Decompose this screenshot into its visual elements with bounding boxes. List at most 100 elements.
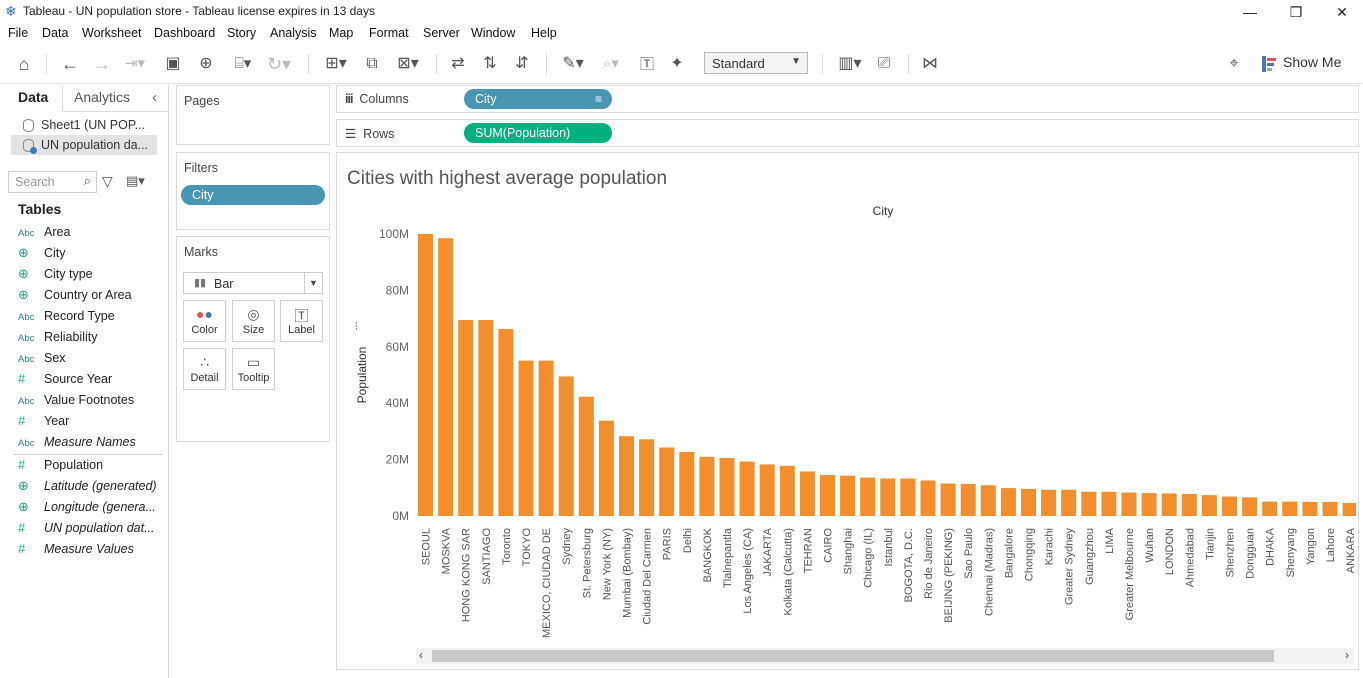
- collapse-pane-icon[interactable]: ‹: [152, 89, 157, 106]
- menu-story[interactable]: Story: [227, 26, 257, 40]
- rows-pill-sum-population[interactable]: SUM(Population): [464, 123, 612, 143]
- columns-label: iii Columns: [345, 92, 409, 106]
- field-item[interactable]: ⊕ Latitude (generated): [18, 476, 168, 496]
- menu-map[interactable]: Map: [329, 26, 354, 40]
- minimize-button[interactable]: —: [1243, 4, 1257, 20]
- field-item[interactable]: # Year: [18, 411, 168, 431]
- show-cards-icon[interactable]: ▥▾: [838, 55, 862, 72]
- rows-shelf[interactable]: ☰ Rows SUM(Population): [336, 119, 1359, 147]
- pin-icon[interactable]: ✦: [670, 55, 684, 72]
- sort-ascending-icon[interactable]: ⇅: [483, 55, 497, 72]
- view-options-icon[interactable]: ▤▾: [126, 173, 145, 188]
- bar: [1061, 489, 1077, 516]
- tab-analytics[interactable]: Analytics: [74, 89, 131, 105]
- datasource-un-population[interactable]: UN population da...: [11, 135, 157, 155]
- field-item[interactable]: # Population: [18, 455, 168, 475]
- bar: [679, 451, 695, 516]
- filters-card[interactable]: Filters City: [176, 152, 330, 230]
- x-tick-label: MOSKVA: [441, 527, 453, 574]
- chevron-down-icon: ▼: [304, 273, 322, 293]
- columns-pill-city[interactable]: City ≡: [464, 89, 612, 109]
- color-button[interactable]: ●● Color: [183, 300, 226, 342]
- datasource-sheet1[interactable]: Sheet1 (UN POP...: [11, 115, 157, 135]
- close-button[interactable]: ✕: [1336, 4, 1348, 20]
- scroll-right-icon[interactable]: ›: [1345, 648, 1349, 662]
- new-datasource-icon[interactable]: ⊕: [199, 55, 213, 72]
- detail-button[interactable]: ∴ Detail: [183, 348, 226, 390]
- new-worksheet-icon[interactable]: ⊞▾: [325, 55, 347, 72]
- menu-server[interactable]: Server: [423, 26, 460, 40]
- color-button-label: Color: [191, 324, 218, 336]
- pages-card[interactable]: Pages: [176, 85, 330, 145]
- duplicate-sheet-icon[interactable]: ⧉: [366, 55, 378, 72]
- refresh-icon[interactable]: ↻▾: [266, 54, 292, 74]
- size-button-label: Size: [242, 324, 265, 336]
- viz-title: Cities with highest average population: [347, 168, 668, 189]
- share-icon[interactable]: ⋈: [922, 55, 938, 72]
- restore-button[interactable]: ❐: [1289, 4, 1303, 20]
- sort-descending-icon[interactable]: ⇵: [515, 55, 529, 72]
- horizontal-scrollbar[interactable]: ‹ ›: [416, 648, 1354, 664]
- menu-data[interactable]: Data: [42, 26, 69, 40]
- group-members-icon[interactable]: ⌕▾: [603, 55, 619, 72]
- search-icon: ⌕: [83, 173, 91, 188]
- replay-icon[interactable]: ⇥▾: [124, 55, 146, 72]
- tooltip-button[interactable]: ▭ Tooltip: [232, 348, 275, 390]
- field-item[interactable]: # Source Year: [18, 369, 168, 389]
- highlight-icon[interactable]: ✎▾: [562, 55, 584, 72]
- menu-window[interactable]: Window: [471, 26, 516, 40]
- label-button[interactable]: 🅃 Label: [280, 300, 323, 342]
- field-item[interactable]: Abc Value Footnotes: [18, 390, 168, 410]
- color-icon: ●●: [196, 306, 213, 322]
- home-icon[interactable]: ⌂: [18, 54, 30, 74]
- menu-help[interactable]: Help: [531, 26, 557, 40]
- bar: [498, 329, 514, 516]
- field-item[interactable]: Abc Sex: [18, 348, 168, 368]
- size-button[interactable]: ◎ Size: [232, 300, 275, 342]
- presentation-mode-icon[interactable]: ⎚: [877, 55, 891, 72]
- swap-icon[interactable]: ⇄: [451, 55, 465, 72]
- scrollbar-thumb[interactable]: [432, 650, 1274, 662]
- columns-shelf[interactable]: iii Columns City ≡: [336, 85, 1359, 113]
- field-item[interactable]: # Measure Values: [18, 539, 168, 559]
- clear-sheet-icon[interactable]: ⊠▾: [397, 55, 419, 72]
- field-item[interactable]: ⊕ Country or Area: [18, 285, 168, 305]
- field-item[interactable]: Abc Reliability: [18, 327, 168, 347]
- filter-pill-city[interactable]: City: [181, 185, 325, 205]
- show-labels-icon[interactable]: 🅃: [640, 56, 654, 72]
- filter-icon[interactable]: ▽: [102, 173, 113, 189]
- field-item[interactable]: Abc Area: [18, 222, 168, 242]
- field-item[interactable]: Abc Measure Names: [18, 432, 168, 452]
- x-tick-label: Karachi: [1044, 528, 1056, 565]
- menu-analysis[interactable]: Analysis: [270, 26, 317, 40]
- redo-icon[interactable]: →: [93, 54, 111, 74]
- datasource-label: UN population da...: [41, 138, 149, 152]
- columns-icon: iii: [345, 92, 353, 106]
- menu-dashboard[interactable]: Dashboard: [154, 26, 216, 40]
- mark-type-dropdown[interactable]: ▮▮ Bar ▼: [183, 272, 323, 294]
- field-item[interactable]: # UN population dat...: [18, 518, 168, 538]
- x-tick-label: Greater Sydney: [1064, 528, 1076, 606]
- field-item[interactable]: Abc Record Type: [18, 306, 168, 326]
- format-painter-icon[interactable]: ⌖: [1229, 55, 1239, 72]
- scroll-left-icon[interactable]: ‹: [419, 648, 423, 662]
- field-item[interactable]: ⊕ Longitude (genera...: [18, 497, 168, 517]
- search-field[interactable]: Search ⌕: [8, 171, 97, 193]
- menu-format[interactable]: Format: [369, 26, 409, 40]
- field-item[interactable]: ⊕ City type: [18, 264, 168, 284]
- show-me-icon[interactable]: [1262, 56, 1276, 72]
- menu-file[interactable]: File: [8, 26, 29, 40]
- x-tick-label: BANGKOK: [702, 527, 714, 582]
- tables-heading: Tables: [18, 201, 62, 217]
- label-icon: 🅃: [294, 308, 309, 324]
- bar: [860, 477, 876, 516]
- menu-worksheet[interactable]: Worksheet: [82, 26, 142, 40]
- fit-dropdown[interactable]: Standard ▼: [704, 52, 808, 74]
- field-item[interactable]: ⊕ City: [18, 243, 168, 263]
- save-icon[interactable]: ▣: [165, 55, 181, 72]
- undo-icon[interactable]: ←: [61, 54, 79, 74]
- show-me-button[interactable]: Show Me: [1283, 54, 1342, 70]
- pause-updates-icon[interactable]: ⌸▾: [234, 55, 252, 72]
- x-tick-label: Sao Paulo: [963, 528, 975, 579]
- tab-data[interactable]: Data: [18, 89, 49, 105]
